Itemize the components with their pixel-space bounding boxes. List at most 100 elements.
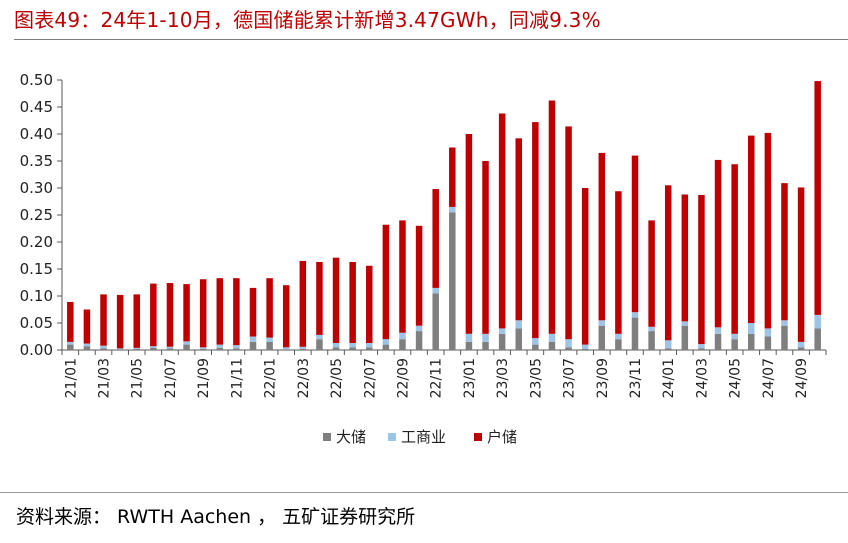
x-tick-label: 22/09 bbox=[395, 358, 411, 398]
bar-22-12-series-0 bbox=[449, 212, 456, 350]
bar-23-03-series-0 bbox=[498, 333, 506, 350]
bar-23-07-series-0 bbox=[565, 347, 572, 350]
bar-21-07-series-0 bbox=[166, 348, 174, 350]
bar-23-12-series-2 bbox=[648, 220, 655, 327]
bar-24-03-series-1 bbox=[698, 344, 705, 349]
bar-24-02-series-0 bbox=[681, 325, 689, 350]
bar-22-04-series-0 bbox=[316, 339, 323, 350]
bar-23-09-series-0 bbox=[598, 325, 606, 350]
x-tick-label: 22/01 bbox=[263, 358, 279, 398]
bar-21-09-series-2 bbox=[199, 279, 207, 348]
y-tick-label: 0.15 bbox=[20, 260, 53, 278]
bar-22-11-series-0 bbox=[432, 293, 439, 350]
bar-23-01-series-1 bbox=[465, 333, 473, 342]
bar-24-03-series-0 bbox=[698, 348, 705, 350]
bar-22-06-series-1 bbox=[349, 342, 356, 348]
bar-21-06-series-2 bbox=[150, 283, 157, 347]
bar-22-07-series-0 bbox=[366, 347, 373, 350]
bar-23-06-series-2 bbox=[548, 100, 556, 334]
bar-22-05-series-2 bbox=[332, 257, 340, 343]
bar-22-08-series-0 bbox=[382, 344, 390, 350]
bar-21-03-series-2 bbox=[100, 294, 107, 346]
bar-21-08-series-2 bbox=[183, 284, 190, 342]
bar-22-10-series-1 bbox=[415, 325, 423, 332]
bar-22-09-series-2 bbox=[399, 220, 406, 333]
bar-24-09-series-2 bbox=[797, 187, 805, 342]
bar-21-03-series-0 bbox=[100, 348, 107, 350]
bar-21-06-series-0 bbox=[150, 347, 157, 350]
bar-23-10-series-1 bbox=[615, 333, 622, 340]
bar-23-06-series-0 bbox=[548, 341, 556, 350]
bar-21-11-series-1 bbox=[233, 345, 240, 349]
x-tick-label: 21/03 bbox=[97, 358, 113, 398]
bar-21-07-series-2 bbox=[166, 283, 174, 347]
legend: 大储 工商业 户储 bbox=[323, 428, 517, 446]
chart-title: 图表49：24年1-10月，德国储能累计新增3.47GWh，同减9.3% bbox=[14, 8, 601, 32]
x-tick-label: 24/09 bbox=[794, 358, 810, 398]
legend-label-0: 大储 bbox=[336, 428, 366, 446]
bars bbox=[67, 81, 821, 350]
bar-22-12-series-1 bbox=[449, 206, 456, 213]
bar-23-09-series-2 bbox=[598, 152, 606, 321]
bar-24-09-series-1 bbox=[797, 341, 805, 348]
bar-21-04-series-2 bbox=[116, 294, 124, 349]
bar-23-02-series-0 bbox=[482, 341, 489, 350]
bar-21-06-series-1 bbox=[150, 346, 157, 348]
legend-label-1: 工商业 bbox=[401, 428, 446, 446]
bar-23-04-series-0 bbox=[515, 328, 522, 350]
bar-22-02-series-1 bbox=[282, 347, 290, 350]
bar-22-05-series-0 bbox=[332, 347, 340, 350]
bar-22-11-series-1 bbox=[432, 287, 439, 294]
x-tick-label: 21/11 bbox=[229, 358, 245, 398]
bar-23-03-series-1 bbox=[498, 328, 506, 334]
bar-24-02-series-1 bbox=[681, 321, 689, 326]
y-axis: 0.00 0.05 0.10 0.15 0.20 0.25 0.30 0.35 0.40 0.45… bbox=[20, 71, 63, 359]
bar-23-08-series-2 bbox=[581, 188, 589, 345]
bar-23-03-series-2 bbox=[498, 113, 506, 329]
bar-22-09-series-0 bbox=[399, 339, 406, 350]
bar-21-11-series-2 bbox=[233, 278, 240, 346]
bar-21-05-series-1 bbox=[133, 347, 140, 349]
bar-22-01-series-1 bbox=[266, 337, 273, 342]
bar-24-07-series-1 bbox=[764, 328, 772, 337]
bar-22-01-series-2 bbox=[266, 278, 273, 338]
y-tick-label: 0.25 bbox=[20, 206, 53, 224]
bar-23-07-series-1 bbox=[565, 339, 572, 348]
bar-23-02-series-2 bbox=[482, 161, 489, 334]
bar-24-10-series-0 bbox=[814, 328, 821, 350]
bar-24-01-series-2 bbox=[664, 185, 672, 341]
bar-22-02-series-2 bbox=[282, 285, 290, 348]
bar-24-04-series-2 bbox=[714, 159, 722, 328]
bar-22-03-series-0 bbox=[299, 348, 307, 350]
x-tick-label: 22/11 bbox=[429, 358, 445, 398]
bar-21-01-series-1 bbox=[67, 341, 74, 345]
bar-22-04-series-2 bbox=[316, 261, 323, 335]
bar-24-01-series-0 bbox=[664, 348, 672, 350]
x-tick-label: 23/07 bbox=[562, 358, 578, 398]
source-divider bbox=[0, 492, 848, 493]
bar-21-02-series-2 bbox=[83, 309, 91, 344]
bar-23-01-series-2 bbox=[465, 134, 473, 334]
bar-23-10-series-2 bbox=[615, 191, 622, 334]
y-tick-label: 0.50 bbox=[20, 71, 53, 89]
bar-23-11-series-2 bbox=[631, 155, 639, 313]
bar-23-12-series-0 bbox=[648, 331, 655, 350]
bar-24-05-series-0 bbox=[731, 339, 738, 350]
x-tick-label: 23/09 bbox=[595, 358, 611, 398]
bar-22-10-series-0 bbox=[415, 331, 423, 350]
bar-24-08-series-1 bbox=[781, 320, 788, 326]
bar-24-05-series-2 bbox=[731, 164, 738, 334]
bar-23-05-series-2 bbox=[532, 122, 539, 339]
bar-23-09-series-1 bbox=[598, 320, 606, 326]
bar-24-04-series-0 bbox=[714, 333, 722, 350]
bar-24-08-series-0 bbox=[781, 325, 788, 350]
bar-24-06-series-0 bbox=[748, 333, 755, 350]
bar-22-09-series-1 bbox=[399, 332, 406, 340]
bar-23-05-series-0 bbox=[532, 344, 539, 350]
bar-24-05-series-1 bbox=[731, 333, 738, 340]
y-tick-label: 0.00 bbox=[20, 341, 53, 359]
bar-22-06-series-2 bbox=[349, 261, 356, 343]
bar-21-02-series-1 bbox=[83, 343, 91, 347]
bar-24-03-series-2 bbox=[698, 195, 705, 345]
bar-21-11-series-0 bbox=[233, 348, 240, 350]
